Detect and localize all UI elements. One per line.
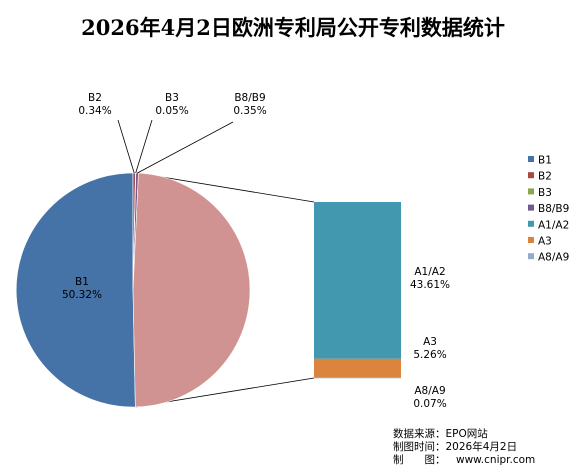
legend-swatch-b3: [528, 188, 534, 194]
source-note: 数据来源：EPO网站 制图时间：2026年4月2日 制 图： www.cnipr…: [393, 427, 535, 466]
legend-item-b2: B2: [528, 171, 552, 183]
leader-line-b8-b9: [137, 122, 233, 173]
data-label-a8-a9: A8/A90.07%: [413, 385, 446, 410]
pie: [16, 173, 250, 407]
legend-swatch-a3: [528, 237, 534, 243]
source-line-3-label: 制 图：: [393, 453, 446, 466]
source-line-2: 制图时间：2026年4月2日: [393, 440, 517, 453]
bar-segment-a3: [314, 359, 401, 378]
legend-item-b1: B1: [528, 155, 552, 167]
legend-item-b8-b9: B8/B9: [528, 203, 569, 215]
chart-title: 2026年4月2日欧洲专利局公开专利数据统计: [81, 15, 505, 40]
bar-segment-a8-a9: [314, 378, 401, 379]
legend-swatch-b8-b9: [528, 205, 534, 211]
legend-label-b2: B2: [538, 171, 552, 183]
leader-lines: [118, 120, 233, 173]
legend-label-b8-b9: B8/B9: [538, 203, 569, 215]
legend-item-a8-a9: A8/A9: [528, 252, 569, 264]
stacked-bar: [314, 202, 401, 378]
legend-swatch-b1: [528, 156, 534, 162]
data-label-a3: A35.26%: [413, 336, 446, 361]
legend-label-a8-a9: A8/A9: [538, 252, 569, 264]
bar-segment-a1-a2: [314, 202, 401, 359]
leader-line-b2: [118, 120, 134, 173]
legend-label-b1: B1: [538, 155, 552, 167]
legend-item-a1-a2: A1/A2: [528, 219, 569, 231]
source-line-1: 数据来源：EPO网站: [393, 427, 488, 440]
legend-swatch-b2: [528, 172, 534, 178]
data-label-b8-b9: B8/B90.35%: [233, 92, 266, 117]
legend-swatch-a1-a2: [528, 221, 534, 227]
data-label-b2: B20.34%: [78, 92, 111, 117]
legend-label-a1-a2: A1/A2: [538, 219, 569, 231]
legend: B1 B2 B3 B8/B9 A1/A2 A3 A8/A9: [528, 155, 569, 264]
source-line-3-value: www.cnipr.com: [456, 454, 535, 466]
data-label-a1-a2: A1/A243.61%: [410, 266, 450, 291]
legend-item-b3: B3: [528, 187, 552, 199]
data-label-b3: B30.05%: [155, 92, 188, 117]
legend-label-a3: A3: [538, 236, 552, 248]
leader-line-b3: [136, 120, 152, 173]
pie-slice-a: [133, 173, 250, 407]
legend-swatch-a8-a9: [528, 253, 534, 259]
legend-item-a3: A3: [528, 236, 552, 248]
legend-label-b3: B3: [538, 187, 552, 199]
